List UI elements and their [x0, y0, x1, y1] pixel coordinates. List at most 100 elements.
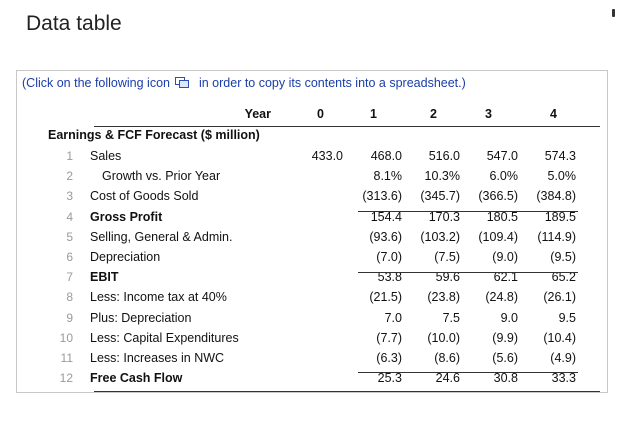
- row-value-year-4: 574.3: [544, 149, 576, 163]
- row-value-year-4: 65.2: [551, 270, 576, 285]
- table-row: 7 EBIT 53.8 59.6 62.1 65.2: [17, 267, 609, 287]
- row-value-year-4: (10.4): [543, 330, 576, 345]
- row-value-year-3: 30.8: [493, 371, 518, 386]
- row-value-year-2: (7.5): [434, 250, 460, 264]
- row-value-year-4: (26.1): [543, 290, 576, 305]
- row-number: 7: [66, 270, 73, 285]
- row-value-year-4: 9.5: [558, 310, 576, 325]
- row-value-year-1: 53.8: [377, 270, 402, 285]
- row-value-year-4: (114.9): [537, 229, 576, 244]
- row-label: EBIT: [90, 270, 119, 285]
- scrollbar-thumb[interactable]: [612, 9, 615, 17]
- page-title: Data table: [26, 12, 122, 35]
- row-label: Free Cash Flow: [90, 371, 183, 386]
- row-number: 6: [66, 250, 73, 264]
- year-4-header: 4: [550, 107, 557, 121]
- row-label: Cost of Goods Sold: [90, 189, 199, 204]
- row-label: Sales: [90, 149, 122, 163]
- table-bottom-rule: [94, 391, 600, 392]
- row-value-year-2: (345.7): [420, 189, 460, 204]
- copy-to-spreadsheet-icon[interactable]: [175, 77, 190, 88]
- row-number: 2: [66, 169, 73, 184]
- row-value-year-1: (21.5): [369, 290, 402, 305]
- year-1-header: 1: [370, 107, 377, 121]
- row-value-year-3: (366.5): [478, 189, 518, 204]
- row-value-year-1: (6.3): [376, 351, 402, 365]
- row-value-year-2: (10.0): [427, 330, 460, 345]
- row-value-year-1: 154.4: [370, 209, 402, 224]
- row-number: 9: [66, 310, 73, 325]
- year-2-header: 2: [430, 107, 437, 121]
- row-number: 10: [59, 330, 73, 345]
- row-value-year-4: (384.8): [536, 189, 576, 204]
- row-value-year-1: (93.6): [369, 229, 402, 244]
- data-table-panel: (Click on the following icon in order to…: [16, 70, 608, 393]
- row-value-year-2: 170.3: [428, 209, 460, 224]
- row-number: 12: [59, 371, 73, 386]
- header-rule: [94, 126, 600, 127]
- instruction-text-before: (Click on the following icon: [22, 76, 170, 90]
- table-row: 2 Growth vs. Prior Year 8.1% 10.3% 6.0% 5.0%: [17, 166, 609, 186]
- row-number: 8: [66, 290, 73, 305]
- row-value-year-3: 6.0%: [489, 169, 519, 184]
- row-value-year-2: 516.0: [428, 149, 460, 163]
- row-value-year-2: (8.6): [434, 351, 460, 365]
- row-label: Depreciation: [90, 250, 161, 264]
- row-number: 3: [66, 189, 73, 204]
- row-value-year-1: 8.1%: [373, 169, 403, 184]
- row-value-year-2: 59.6: [435, 270, 460, 285]
- row-value-year-3: 547.0: [486, 149, 518, 163]
- row-label: Less: Increases in NWC: [90, 351, 225, 365]
- row-value-year-1: 7.0: [384, 310, 402, 325]
- row-value-year-2: 7.5: [442, 310, 460, 325]
- table-row: 1 Sales 433.0 468.0 516.0 547.0 574.3: [17, 146, 609, 166]
- table-row: 10 Less: Capital Expenditures (7.7) (10.0) (…: [17, 328, 609, 348]
- row-value-year-3: (5.6): [492, 351, 518, 365]
- row-value-year-3: (9.0): [492, 250, 518, 264]
- row-label: Growth vs. Prior Year: [102, 169, 221, 184]
- row-label: Less: Income tax at 40%: [90, 290, 227, 305]
- copy-instruction: (Click on the following icon in order to…: [22, 76, 466, 90]
- table-row: 8 Less: Income tax at 40% (21.5) (23.8) (24.…: [17, 287, 609, 307]
- row-value-year-1: 468.0: [370, 149, 402, 163]
- row-value-year-3: 9.0: [500, 310, 518, 325]
- row-value-year-4: (4.9): [550, 351, 576, 365]
- table-row: 12 Free Cash Flow 25.3 24.6 30.8 33.3: [17, 368, 609, 388]
- table-row: 5 Selling, General & Admin. (93.6) (103.2) (…: [17, 227, 609, 247]
- row-value-year-2: 10.3%: [424, 169, 460, 184]
- row-value-year-3: (9.9): [492, 330, 518, 345]
- row-value-year-3: 62.1: [493, 270, 518, 285]
- row-value-year-2: (103.2): [420, 229, 460, 244]
- row-label: Less: Capital Expenditures: [90, 330, 239, 345]
- year-header: Year: [244, 107, 271, 121]
- table-row: 4 Gross Profit 154.4 170.3 180.5 189.5: [17, 207, 609, 227]
- year-3-header: 3: [485, 107, 492, 121]
- row-value-year-2: 24.6: [435, 371, 460, 386]
- subtotal-rule-free-cash-flow: [358, 372, 578, 373]
- row-number: 5: [66, 229, 73, 244]
- row-number: 1: [66, 149, 73, 163]
- row-value-year-1: 25.3: [377, 371, 402, 386]
- row-value-year-1: (7.7): [376, 330, 402, 345]
- row-label: Gross Profit: [90, 209, 163, 224]
- instruction-text-after: in order to copy its contents into a spr…: [198, 76, 466, 90]
- subtotal-rule-gross-profit: [358, 211, 578, 212]
- section-title: Earnings & FCF Forecast ($ million): [48, 128, 260, 142]
- row-value-year-3: 180.5: [486, 209, 518, 224]
- row-number: 11: [60, 351, 73, 365]
- table-row: 11 Less: Increases in NWC (6.3) (8.6) (5.6) (…: [17, 348, 609, 368]
- year-0-header: 0: [317, 107, 324, 121]
- table-row: 9 Plus: Depreciation 7.0 7.5 9.0 9.5: [17, 308, 609, 328]
- row-label: Plus: Depreciation: [90, 310, 192, 325]
- row-value-year-1: (7.0): [376, 250, 402, 264]
- row-value-year-3: (109.4): [478, 229, 518, 244]
- row-value-year-4: 5.0%: [547, 169, 577, 184]
- subtotal-rule-ebit: [358, 272, 578, 273]
- row-value-year-0: 433.0: [311, 149, 343, 163]
- row-value-year-3: (24.8): [485, 290, 518, 305]
- row-value-year-4: 33.3: [551, 371, 576, 386]
- table-row: 3 Cost of Goods Sold (313.6) (345.7) (366.5)…: [17, 186, 609, 206]
- row-value-year-2: (23.8): [427, 290, 460, 305]
- row-value-year-4: (9.5): [550, 250, 576, 264]
- table-row: 6 Depreciation (7.0) (7.5) (9.0) (9.5): [17, 247, 609, 267]
